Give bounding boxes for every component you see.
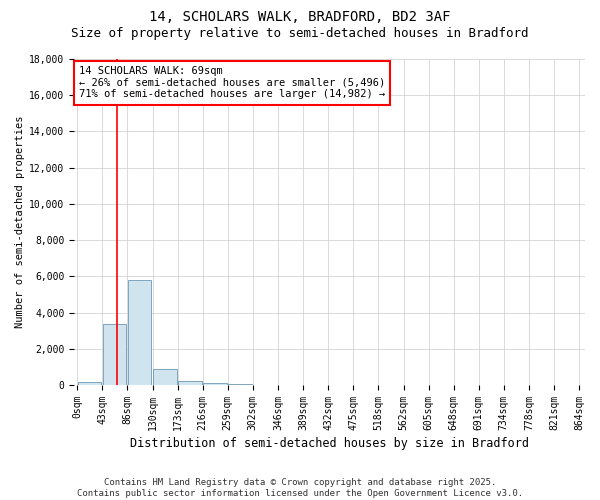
Bar [203,383,227,385]
X-axis label: Distribution of semi-detached houses by size in Bradford: Distribution of semi-detached houses by … [130,437,529,450]
Bar [228,384,252,385]
Text: 14, SCHOLARS WALK, BRADFORD, BD2 3AF: 14, SCHOLARS WALK, BRADFORD, BD2 3AF [149,10,451,24]
Bar [153,369,177,385]
Bar [178,382,202,385]
Bar [103,324,127,385]
Bar [128,280,151,385]
Y-axis label: Number of semi-detached properties: Number of semi-detached properties [15,116,25,328]
Bar [77,382,101,385]
Text: Contains HM Land Registry data © Crown copyright and database right 2025.
Contai: Contains HM Land Registry data © Crown c… [77,478,523,498]
Text: 14 SCHOLARS WALK: 69sqm
← 26% of semi-detached houses are smaller (5,496)
71% of: 14 SCHOLARS WALK: 69sqm ← 26% of semi-de… [79,66,385,100]
Text: Size of property relative to semi-detached houses in Bradford: Size of property relative to semi-detach… [71,28,529,40]
